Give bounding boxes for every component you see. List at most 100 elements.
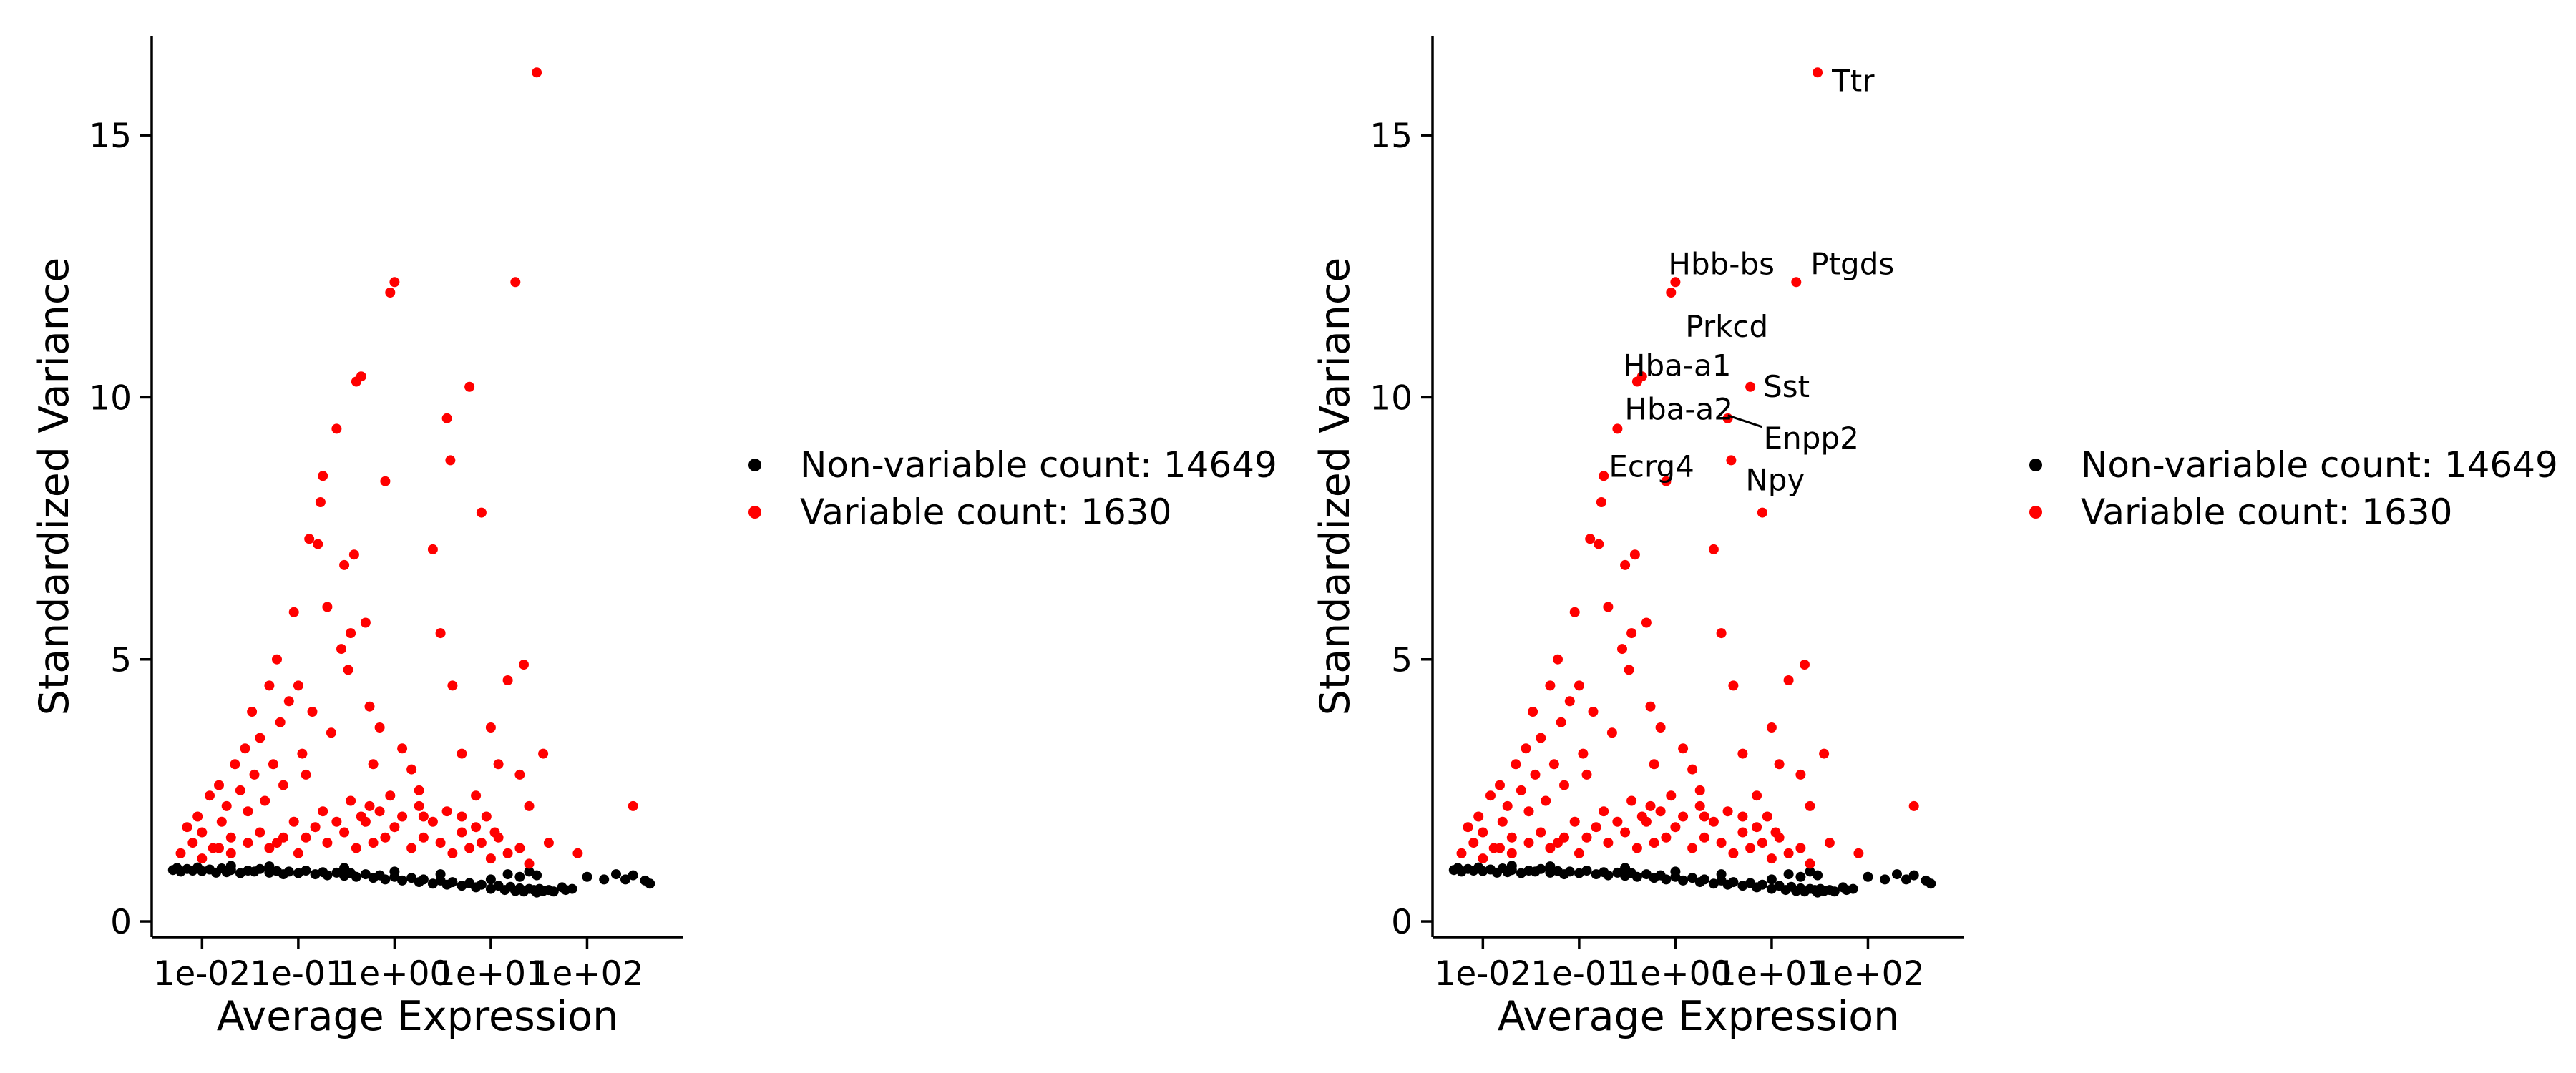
nonvariable-point — [476, 879, 487, 890]
variable-point — [249, 769, 260, 780]
variable-point — [1497, 816, 1508, 827]
variable-point — [1536, 827, 1546, 838]
variable-point — [1612, 423, 1623, 434]
variable-point — [1694, 785, 1705, 795]
variable-point — [255, 733, 265, 743]
variable-point — [471, 822, 482, 833]
variable-point — [1728, 680, 1739, 691]
variable-point — [489, 827, 500, 838]
variable-point — [1596, 497, 1606, 507]
variable-point — [1581, 832, 1592, 843]
y-tick-label: 5 — [1391, 641, 1413, 680]
variable-point — [1752, 790, 1762, 801]
variable-point — [192, 811, 203, 822]
variable-point — [476, 838, 487, 848]
variable-point — [322, 602, 333, 612]
variable-point — [318, 471, 328, 481]
gene-label-sst: Sst — [1763, 369, 1810, 404]
gene-label-hbb-bs: Hbb-bs — [1668, 246, 1775, 281]
variable-point — [418, 811, 429, 822]
variable-point — [406, 843, 417, 853]
variable-point — [240, 743, 250, 754]
x-tick-label: 1e+02 — [530, 954, 643, 994]
nonvariable-point — [322, 870, 333, 881]
variable-point — [1783, 675, 1794, 685]
variable-point — [1670, 277, 1681, 288]
nonvariable-point — [1536, 863, 1546, 874]
nonvariable-point — [485, 883, 496, 894]
variable-point — [1800, 660, 1810, 670]
nonvariable-point — [1783, 869, 1794, 880]
variable-point — [1655, 722, 1666, 733]
nonvariable-point — [532, 870, 542, 881]
variable-point — [1636, 811, 1647, 822]
variable-point — [1478, 853, 1488, 864]
nonvariable-point — [514, 871, 525, 882]
variable-point — [331, 423, 342, 434]
variable-point — [1545, 680, 1556, 691]
nonvariable-point — [1574, 868, 1584, 878]
variable-point — [278, 780, 288, 790]
nonvariable-point — [1670, 866, 1681, 877]
variable-point — [485, 853, 496, 864]
legend-key — [748, 506, 761, 519]
variable-point — [1523, 838, 1534, 848]
variable-point — [326, 727, 336, 738]
variable-point — [380, 476, 391, 486]
variable-point — [1757, 507, 1767, 518]
variable-point — [1783, 848, 1794, 858]
variable-point — [368, 838, 379, 848]
variable-point — [260, 795, 270, 806]
variable-point — [264, 680, 275, 691]
variable-point — [304, 534, 315, 544]
variable-point — [1548, 759, 1559, 770]
nonvariable-point — [197, 866, 208, 876]
nonvariable-point — [620, 874, 630, 885]
variable-point — [351, 843, 361, 853]
nonvariable-point — [567, 883, 577, 894]
nonvariable-point — [264, 861, 275, 872]
nonvariable-point — [1678, 875, 1689, 886]
variable-point — [318, 806, 328, 817]
variable-point — [182, 822, 192, 833]
nonvariable-point — [1795, 871, 1806, 882]
variable-point — [346, 795, 356, 806]
variable-point — [447, 680, 458, 691]
nonvariable-point — [1766, 883, 1777, 894]
variable-point — [464, 843, 475, 853]
variable-point — [418, 832, 429, 843]
variable-point — [322, 838, 333, 848]
variable-point — [1545, 843, 1556, 853]
variable-point — [1752, 822, 1762, 833]
nonvariable-point — [1829, 886, 1840, 897]
variable-point — [1556, 717, 1566, 727]
variable-point — [307, 707, 318, 717]
nonvariable-point — [301, 866, 311, 876]
variable-point — [339, 559, 350, 570]
variable-point — [1687, 764, 1698, 775]
variable-point — [1757, 838, 1767, 848]
variable-point — [1585, 534, 1596, 544]
variable-point — [205, 790, 215, 801]
nonvariable-point — [1863, 871, 1873, 882]
variable-point — [1649, 838, 1659, 848]
variable-point — [293, 680, 303, 691]
variable-point — [1636, 371, 1647, 382]
variable-point — [485, 722, 496, 733]
variable-point — [1569, 816, 1580, 827]
variable-point — [1617, 644, 1627, 655]
nonvariable-point — [1737, 881, 1748, 891]
variable-point — [457, 827, 467, 838]
variable-point — [1599, 806, 1609, 817]
variable-point — [255, 827, 265, 838]
variable-point — [364, 800, 375, 811]
nonvariable-point — [397, 875, 408, 886]
nonvariable-point — [628, 870, 638, 881]
variable-point — [1716, 838, 1727, 848]
variable-point — [310, 822, 321, 833]
x-tick-label: 1e+01 — [434, 954, 547, 994]
variable-point — [288, 816, 299, 827]
nonvariable-point — [1716, 869, 1727, 880]
nonvariable-point — [235, 868, 245, 878]
variable-point — [457, 748, 467, 759]
